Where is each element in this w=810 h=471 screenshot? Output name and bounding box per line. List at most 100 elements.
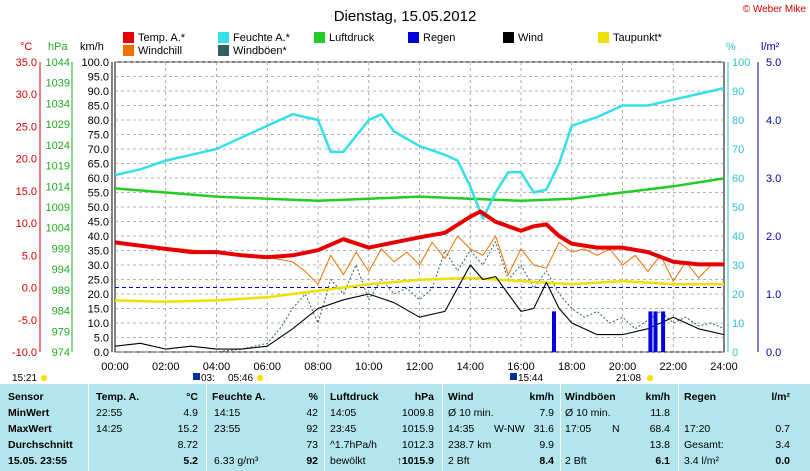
pressure-tick-label: 1029: [46, 119, 70, 131]
table-cell-rain-desc: Gesamt:: [684, 439, 724, 451]
table-cell-gust-dir: N: [612, 423, 620, 435]
wind-tick-label: 30.0: [88, 260, 109, 272]
x-tick-label: 16:00: [507, 361, 535, 373]
table-cell-temp-val: 8.72: [177, 439, 198, 451]
table-cell-wind-val: 9.9: [539, 439, 554, 451]
sunrise-label: 05:46: [228, 373, 253, 384]
wind-tick-label: 55.0: [88, 188, 109, 200]
x-tick-label: 24:00: [710, 361, 738, 373]
wind-tick-label: 85.0: [88, 101, 109, 113]
table-cell-press-val: ↑1015.9: [396, 455, 434, 467]
temp-tick-label: 0.0: [22, 283, 37, 295]
legend-swatch-humidity: [218, 32, 229, 43]
x-tick-label: 04:00: [203, 361, 231, 373]
table-cell-wind-val: 7.9: [539, 407, 554, 419]
header-gusts: Windböen: [565, 391, 616, 403]
table-row: Durchschnitt 8.72 73 ^1.7hPa/h 1012.3 238.7 k…: [0, 438, 810, 452]
humidity-tick-label: 60: [732, 173, 744, 185]
series-line-temp-a: [114, 209, 724, 267]
pressure-tick-label: 1009: [46, 202, 70, 214]
moonrise-icon: [510, 373, 517, 380]
series-line-taupunkt: [114, 276, 724, 303]
humidity-tick-label: 10: [732, 318, 744, 330]
table-cell-press-time: ^1.7hPa/h: [330, 439, 377, 451]
moonrise-label: 15:44: [518, 373, 543, 384]
table-cell-label: 15.05. 23:55: [8, 455, 67, 467]
table-divider: [324, 384, 325, 471]
humidity-tick-label: 30: [732, 260, 744, 272]
temp-tick-label: 5.0: [22, 250, 37, 262]
table-cell-hum-time: 14:15: [214, 407, 241, 419]
series-line-wind: [114, 264, 725, 350]
rain-tick-label: 5.0: [766, 57, 781, 69]
table-cell-rain-val: 0.7: [775, 423, 790, 435]
temp-tick-label: 30.0: [16, 89, 37, 101]
humidity-tick-label: 40: [732, 231, 744, 243]
legend-swatch-dewpoint: [598, 32, 609, 43]
pressure-tick-label: 984: [52, 306, 70, 318]
table-cell-hum-val: 92: [306, 423, 318, 435]
table-cell-hum-time: 6.33 g/m³: [214, 455, 259, 467]
rain-bar: [648, 311, 653, 352]
sunset-label: 21:08: [616, 373, 641, 384]
x-tick-label: 18:00: [558, 361, 586, 373]
table-cell-rain-desc: 3.4 l/m²: [684, 455, 720, 467]
legend-label-pressure: Luftdruck: [329, 32, 375, 44]
header-humidity-unit: %: [308, 391, 318, 403]
table-cell-hum-time: 23:55: [214, 423, 241, 435]
pressure-tick-label: 974: [52, 347, 70, 359]
header-humidity: Feuchte A.: [212, 391, 266, 403]
pressure-tick-label: 1004: [46, 223, 70, 235]
sunrise-icon: [257, 375, 263, 381]
series-line-luftdruck: [114, 177, 725, 203]
x-tick-label: 06:00: [253, 361, 281, 373]
table-header-row: Sensor Temp. A. °C Feuchte A. % Luftdruc…: [0, 390, 810, 404]
table-divider: [442, 384, 443, 471]
sun-markers: 15:21 03: 05:46 15:44 21:08: [12, 373, 653, 384]
table-cell-temp-val: 15.2: [177, 423, 198, 435]
wind-tick-label: 5.0: [94, 333, 109, 345]
x-tick-label: 20:00: [609, 361, 637, 373]
legend-swatch-windchill: [123, 45, 134, 56]
table-divider: [88, 384, 89, 471]
pressure-tick-label: 989: [52, 285, 70, 297]
wind-tick-label: 90.0: [88, 86, 109, 98]
wind-axis-unit: km/h: [80, 41, 104, 53]
chart-title: Dienstag, 15.05.2012: [334, 8, 477, 25]
header-pressure: Luftdruck: [330, 391, 379, 403]
table-cell-wind-dir: W-NW: [494, 423, 525, 435]
table-cell-wind-val: 31.6: [533, 423, 554, 435]
table-cell-gust-desc: 17:05: [565, 423, 592, 435]
rain-bar: [551, 311, 556, 352]
humidity-tick-label: 90: [732, 86, 744, 98]
table-cell-gust-desc: Ø 10 min.: [565, 407, 611, 419]
humidity-tick-label: 0: [732, 347, 738, 359]
weather-chart: Dienstag, 15.05.2012 © Weber Mike Temp. …: [12, 4, 807, 384]
table-cell-wind-desc: 14:35: [448, 423, 475, 435]
rain-bar: [653, 311, 658, 352]
stats-table: Sensor Temp. A. °C Feuchte A. % Luftdruc…: [0, 384, 810, 471]
wind-tick-label: 25.0: [88, 275, 109, 287]
wind-tick-label: 60.0: [88, 173, 109, 185]
header-rain-unit: l/m²: [771, 391, 790, 403]
x-tick-label: 10:00: [355, 361, 383, 373]
wind-tick-label: 65.0: [88, 159, 109, 171]
temp-tick-label: 25.0: [16, 121, 37, 133]
table-cell-wind-desc: Ø 10 min.: [448, 407, 494, 419]
wind-tick-label: 95.0: [88, 72, 109, 84]
humidity-tick-label: 70: [732, 144, 744, 156]
rain-tick-label: 0.0: [766, 347, 781, 359]
series-line-windb-en: [115, 241, 725, 353]
copyright-text: © Weber Mike: [743, 4, 807, 15]
header-wind: Wind: [448, 391, 474, 403]
table-cell-temp-time: 14:25: [96, 423, 123, 435]
table-row: 15.05. 23:55 5.2 6.33 g/m³ 92 bewölkt ↑1015.9…: [0, 454, 810, 468]
table-cell-label: MaxWert: [8, 423, 52, 435]
table-cell-hum-val: 42: [306, 407, 318, 419]
humidity-tick-label: 50: [732, 202, 744, 214]
table-cell-press-time: 14:05: [330, 407, 357, 419]
header-sensor: Sensor: [8, 391, 44, 403]
header-wind-unit: km/h: [529, 391, 554, 403]
wind-tick-label: 10.0: [88, 318, 109, 330]
humidity-axis-unit: %: [726, 41, 736, 53]
